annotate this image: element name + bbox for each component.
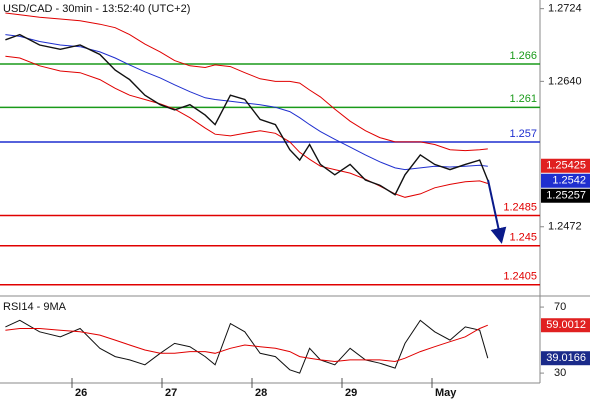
x-tick-label: 28 bbox=[255, 387, 267, 399]
price-line bbox=[5, 33, 489, 196]
price-tag-label: 39.0166 bbox=[546, 352, 586, 364]
level-label: 1.2485 bbox=[503, 201, 537, 213]
price-line bbox=[5, 12, 488, 152]
level-label: 1.257 bbox=[509, 128, 537, 140]
price-tag-box bbox=[541, 351, 590, 366]
rsi-line bbox=[5, 319, 489, 374]
rsi-line bbox=[5, 324, 488, 363]
price-line bbox=[5, 55, 488, 198]
price-tag-label: 1.2542 bbox=[552, 175, 586, 187]
price-tag-label: 59.0012 bbox=[546, 319, 586, 331]
price-tag-box bbox=[541, 158, 590, 173]
y-tick-label: 1.2640 bbox=[548, 75, 582, 87]
rsi-y-tick-label: 70 bbox=[554, 301, 566, 313]
price-line bbox=[5, 34, 488, 171]
level-label: 1.245 bbox=[509, 232, 537, 244]
price-tag-label: 1.25257 bbox=[546, 190, 586, 202]
rsi-y-tick-label: 30 bbox=[554, 367, 566, 379]
chart-title: USD/CAD - 30min - 13:52:40 (UTC+2) bbox=[3, 3, 190, 15]
level-label: 1.266 bbox=[509, 50, 537, 62]
price-tag-label: 1.25425 bbox=[546, 160, 586, 172]
level-label: 1.2405 bbox=[503, 271, 537, 283]
x-tick-label: 27 bbox=[165, 387, 177, 399]
y-tick-label: 1.2724 bbox=[548, 3, 582, 15]
x-tick-label: 26 bbox=[75, 387, 87, 399]
level-label: 1.261 bbox=[509, 93, 537, 105]
price-tag-box bbox=[541, 318, 590, 333]
x-tick-label: May bbox=[435, 387, 457, 399]
x-tick-label: 29 bbox=[345, 387, 357, 399]
price-tag-box bbox=[541, 188, 590, 203]
forecast-arrow bbox=[487, 179, 507, 244]
rsi-title: RSI14 - 9MA bbox=[3, 301, 67, 313]
price-tag-box bbox=[541, 173, 590, 188]
y-tick-label: 1.2472 bbox=[548, 221, 582, 233]
